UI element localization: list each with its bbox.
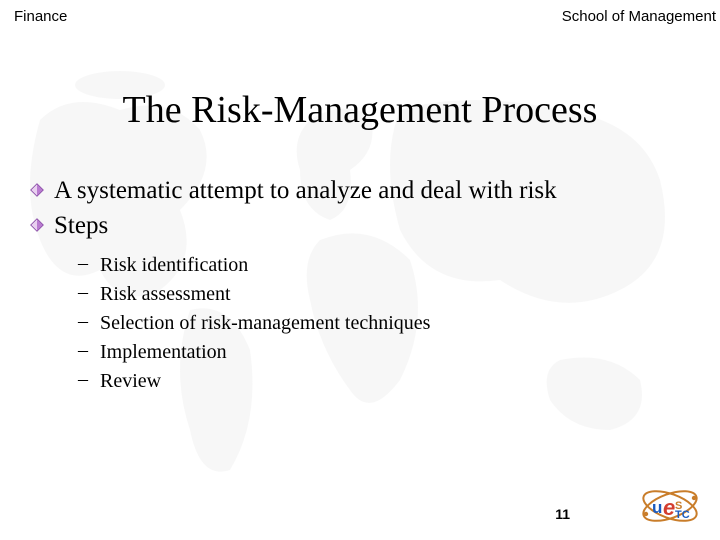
bullet-item: A systematic attempt to analyze and deal… xyxy=(30,175,700,206)
sub-bullet-text: Implementation xyxy=(100,339,227,366)
bullet-item: Steps xyxy=(30,210,700,241)
sub-bullet-text: Review xyxy=(100,368,161,395)
logo-letter-tc: TC xyxy=(675,509,690,521)
diamond-bullet-icon xyxy=(30,183,44,197)
diamond-bullet-icon xyxy=(30,218,44,232)
sub-bullet-item: – Risk assessment xyxy=(78,281,700,308)
header-right: School of Management xyxy=(562,8,716,25)
bullet-text: A systematic attempt to analyze and deal… xyxy=(54,175,557,206)
sub-bullet-text: Risk identification xyxy=(100,252,248,279)
dash-icon: – xyxy=(78,281,92,304)
dash-icon: – xyxy=(78,252,92,275)
header-left: Finance xyxy=(14,8,67,25)
slide-content: A systematic attempt to analyze and deal… xyxy=(30,175,700,397)
sub-bullet-item: – Implementation xyxy=(78,339,700,366)
sub-bullet-item: – Review xyxy=(78,368,700,395)
dash-icon: – xyxy=(78,310,92,333)
page-number: 11 xyxy=(555,506,570,522)
sub-bullet-item: – Selection of risk-management technique… xyxy=(78,310,700,337)
sub-bullet-item: – Risk identification xyxy=(78,252,700,279)
logo-letter-u: u xyxy=(652,498,662,517)
logo-letter-e: e xyxy=(663,495,675,520)
dash-icon: – xyxy=(78,339,92,362)
bullet-text: Steps xyxy=(54,210,108,241)
sub-bullet-list: – Risk identification – Risk assessment … xyxy=(78,252,700,395)
uestc-logo: u e S TC xyxy=(638,484,702,528)
slide-title: The Risk-Management Process xyxy=(0,88,720,132)
dash-icon: – xyxy=(78,368,92,391)
sub-bullet-text: Risk assessment xyxy=(100,281,231,308)
sub-bullet-text: Selection of risk-management techniques xyxy=(100,310,430,337)
